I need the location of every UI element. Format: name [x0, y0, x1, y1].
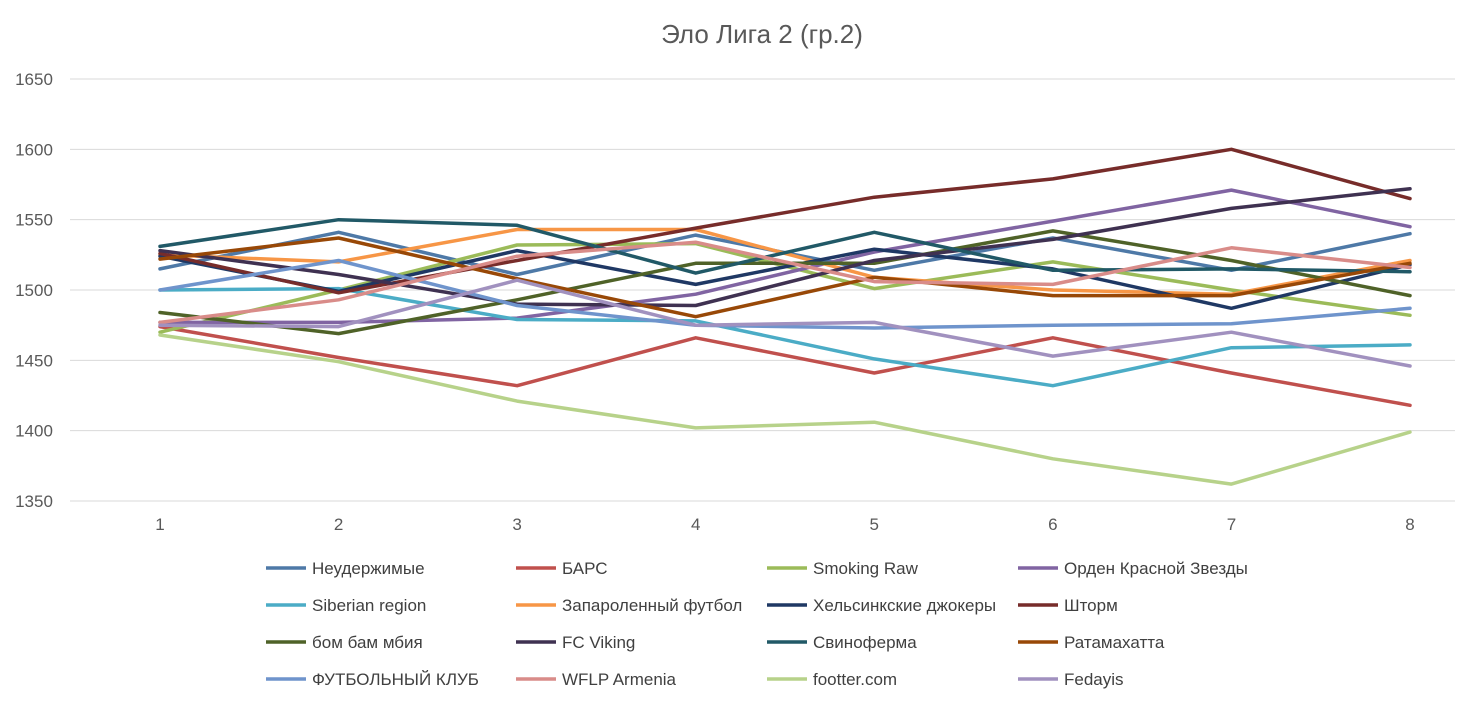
y-tick-label: 1650 [15, 70, 53, 89]
y-tick-label: 1500 [15, 281, 53, 300]
legend-label: ФУТБОЛЬНЫЙ КЛУБ [312, 670, 479, 689]
legend-label: Орден Красной Звезды [1064, 559, 1248, 578]
y-tick-label: 1550 [15, 211, 53, 230]
series-line [158, 333, 1412, 486]
legend-label: Запароленный футбол [562, 596, 742, 615]
legend-label: FC Viking [562, 633, 635, 652]
x-tick-label: 1 [155, 515, 164, 534]
x-tick-label: 4 [691, 515, 700, 534]
series-line [158, 188, 1412, 325]
x-tick-label: 7 [1227, 515, 1236, 534]
y-tick-label: 1450 [15, 351, 53, 370]
legend-label: footter.com [813, 670, 897, 689]
series-lines [158, 147, 1412, 486]
x-tick-label: 8 [1405, 515, 1414, 534]
legend: Неудержимые БАРС Smoking Raw Орден Красной … [266, 559, 1248, 689]
series-line [158, 186, 1412, 308]
series-line [158, 278, 1412, 368]
legend-label: Smoking Raw [813, 559, 919, 578]
x-axis-ticks: 1 2 3 4 5 6 7 8 [155, 515, 1414, 534]
x-tick-label: 6 [1048, 515, 1057, 534]
legend-label: БАРС [562, 559, 608, 578]
y-tick-label: 1350 [15, 492, 53, 511]
legend-label: Свиноферма [813, 633, 917, 652]
y-tick-label: 1400 [15, 422, 53, 441]
series-line [158, 236, 1412, 319]
series-line [158, 324, 1412, 408]
series-line [158, 240, 1412, 325]
x-tick-label: 3 [512, 515, 521, 534]
x-tick-label: 5 [870, 515, 879, 534]
series-line [158, 247, 1412, 311]
legend-label: Ратамахатта [1064, 633, 1165, 652]
legend-label: Fedayis [1064, 670, 1124, 689]
legend-label: бом бам мбия [312, 633, 423, 652]
series-line [158, 217, 1412, 275]
series-line [158, 147, 1412, 295]
chart-title: Эло Лига 2 (гр.2) [661, 19, 863, 49]
legend-label: Неудержимые [312, 559, 425, 578]
legend-label: Хельсинкские джокеры [813, 596, 996, 615]
legend-label: Шторм [1064, 596, 1118, 615]
series-line [158, 258, 1412, 330]
y-tick-label: 1600 [15, 140, 53, 159]
x-tick-label: 2 [334, 515, 343, 534]
legend-label: WFLP Armenia [562, 670, 677, 689]
legend-label: Siberian region [312, 596, 426, 615]
y-axis-ticks: 1350 1400 1450 1500 1550 1600 1650 [15, 70, 53, 511]
